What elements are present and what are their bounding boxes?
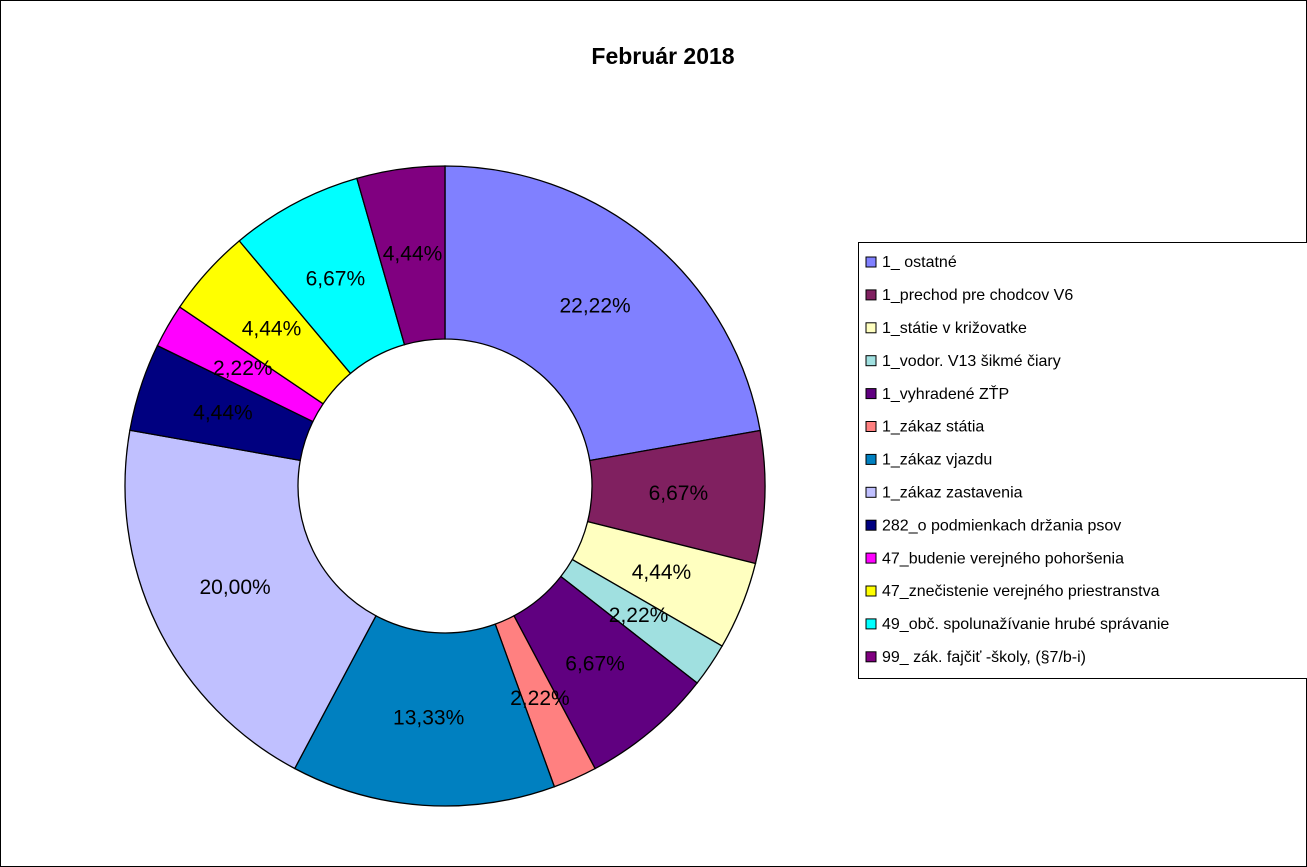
legend-label: 1_zákaz státia <box>882 419 984 436</box>
legend-label: 1_státie v križovatke <box>882 320 1027 337</box>
data-label: 2,22% <box>510 687 570 710</box>
legend-swatch <box>865 421 877 432</box>
legend-swatch <box>865 388 877 400</box>
legend-label: 1_vyhradené ZŤP <box>882 384 1009 403</box>
data-label: 22,22% <box>559 295 630 318</box>
donut-slice <box>444 165 761 462</box>
legend-label: 47_znečistenie verejného priestranstva <box>882 583 1160 600</box>
legend-label: 47_budenie verejného pohoršenia <box>882 550 1124 567</box>
legend-swatch <box>865 585 877 597</box>
data-label: 6,67% <box>306 267 366 290</box>
legend-label: 1_vodor. V13 šikmé čiary <box>882 353 1061 370</box>
legend-box <box>858 242 1307 679</box>
legend-swatch <box>865 256 877 268</box>
legend-swatch <box>865 289 877 301</box>
donut-slice <box>356 165 446 346</box>
legend-label: 1_zákaz vjazdu <box>882 452 992 469</box>
legend-swatch <box>865 651 877 663</box>
legend-swatch <box>865 618 877 630</box>
legend-swatch <box>865 486 877 498</box>
data-label: 6,67% <box>565 652 625 675</box>
data-label: 4,44% <box>632 561 692 584</box>
legend-label: 1_prechod pre chodcov V6 <box>882 287 1073 304</box>
legend-swatch <box>865 552 877 564</box>
data-label: 13,33% <box>393 706 464 729</box>
donut-slice <box>124 429 377 770</box>
chart-title: Február 2018 <box>591 43 734 69</box>
data-label: 20,00% <box>199 576 270 599</box>
legend-swatch <box>865 519 877 531</box>
legend-label: 1_ ostatné <box>882 254 957 271</box>
data-label: 6,67% <box>649 482 709 505</box>
data-label: 2,22% <box>213 357 273 380</box>
legend-label: 49_obč. spolunažívanie hrubé správanie <box>882 616 1169 633</box>
data-label: 2,22% <box>609 604 669 627</box>
legend-label: 99_ zák. fajčiť -školy, (§7/b-i) <box>882 649 1086 666</box>
data-label: 4,44% <box>242 317 302 340</box>
data-label: 4,44% <box>193 401 253 424</box>
donut-slice <box>293 614 556 807</box>
legend-label: 1_zákaz zastavenia <box>882 485 1023 502</box>
data-label: 4,44% <box>383 242 443 265</box>
legend-swatch <box>865 322 877 334</box>
legend-swatch <box>865 355 877 367</box>
legend-swatch <box>865 453 877 465</box>
legend-label: 282_o podmienkach držania psov <box>882 517 1121 534</box>
